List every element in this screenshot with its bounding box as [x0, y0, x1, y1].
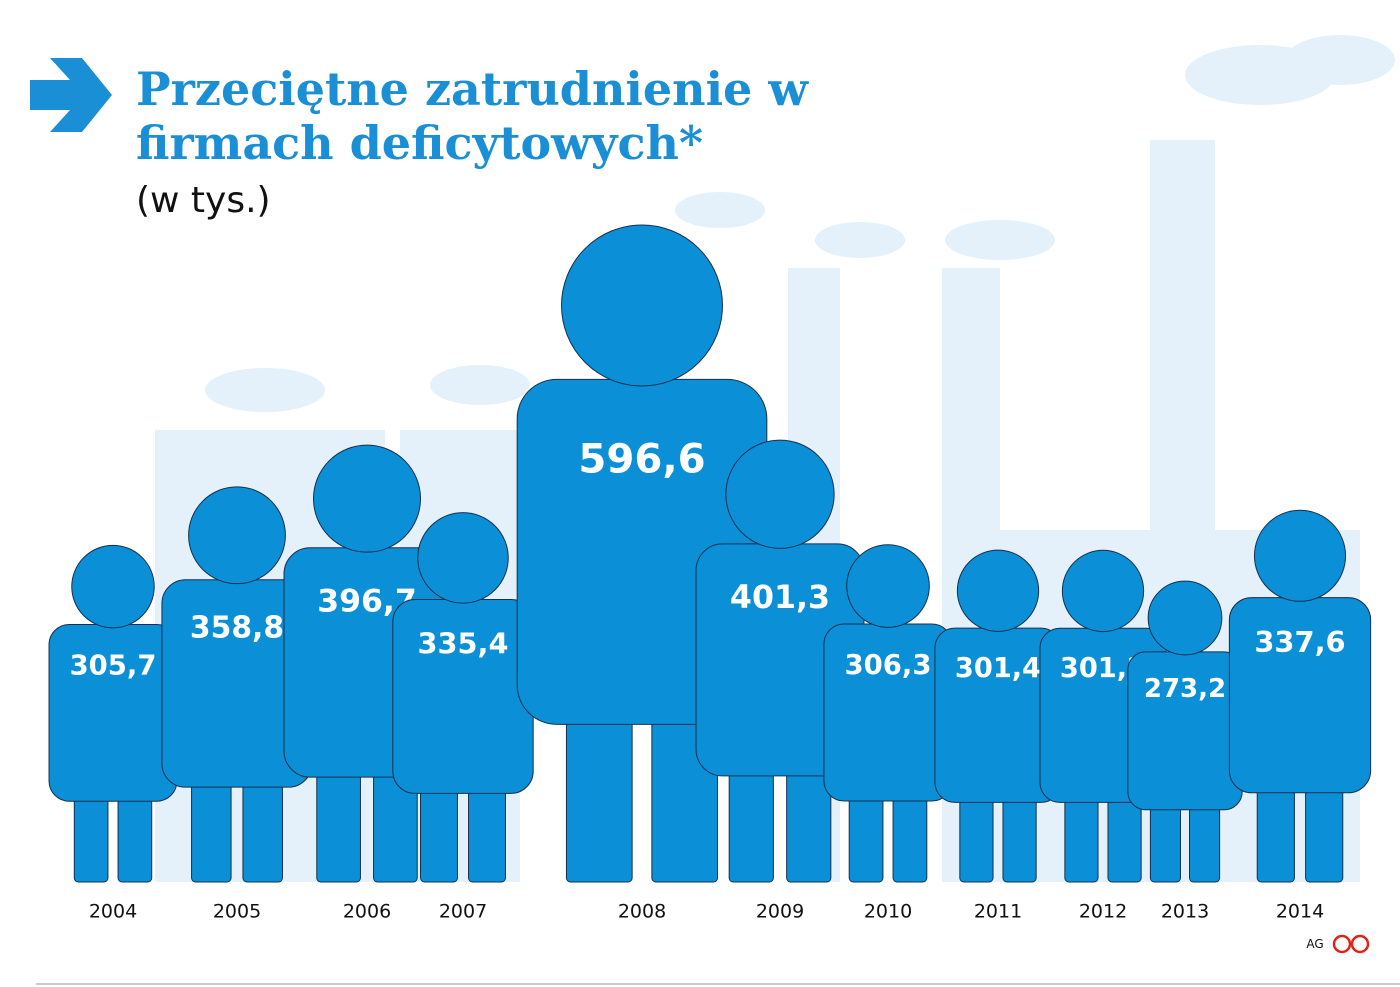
head [1147, 580, 1223, 656]
value-label: 401,3 [730, 580, 830, 616]
person: 337,6 [1228, 509, 1372, 883]
head [417, 512, 509, 604]
x-tick-label: 2005 [213, 901, 261, 923]
person: 335,4 [392, 512, 534, 883]
x-tick-label: 2007 [439, 901, 487, 923]
x-tick-label: 2010 [864, 901, 912, 923]
x-tick-label: 2009 [756, 901, 804, 923]
value-label: 358,8 [190, 611, 284, 646]
copyright-icons [1332, 934, 1370, 954]
x-tick-label: 2004 [89, 901, 137, 923]
x-tick-label: 2012 [1079, 901, 1127, 923]
value-label: 337,6 [1254, 625, 1345, 659]
person: 273,2 [1127, 580, 1243, 883]
value-label: 335,4 [418, 627, 509, 661]
head [725, 439, 835, 549]
x-tick-label: 2013 [1161, 901, 1209, 923]
x-tick-label: 2008 [618, 901, 666, 923]
x-tick-label: 2006 [343, 901, 391, 923]
chart-subtitle: (w tys.) [136, 180, 271, 221]
value-label: 273,2 [1144, 674, 1226, 704]
person: 306,3 [823, 544, 953, 883]
arrow-icon [30, 58, 112, 132]
head [71, 544, 155, 629]
head [846, 544, 930, 628]
chart-title: Przeciętne zatrudnienie w firmach deficy… [136, 62, 808, 170]
head [188, 486, 286, 585]
person: 301,4 [934, 549, 1062, 883]
head [312, 444, 422, 553]
value-label: 596,6 [578, 437, 705, 483]
head [1061, 549, 1145, 633]
value-label: 301,4 [955, 653, 1041, 684]
value-label: 306,3 [845, 649, 932, 681]
x-tick-label: 2014 [1276, 901, 1324, 923]
head [1253, 509, 1347, 602]
head [956, 549, 1040, 632]
value-label: 305,7 [70, 651, 157, 682]
x-tick-label: 2011 [974, 901, 1022, 923]
person: 358,8 [161, 486, 313, 883]
head [561, 224, 723, 387]
credit: AG [1306, 937, 1323, 951]
person: 401,3 [695, 439, 865, 883]
